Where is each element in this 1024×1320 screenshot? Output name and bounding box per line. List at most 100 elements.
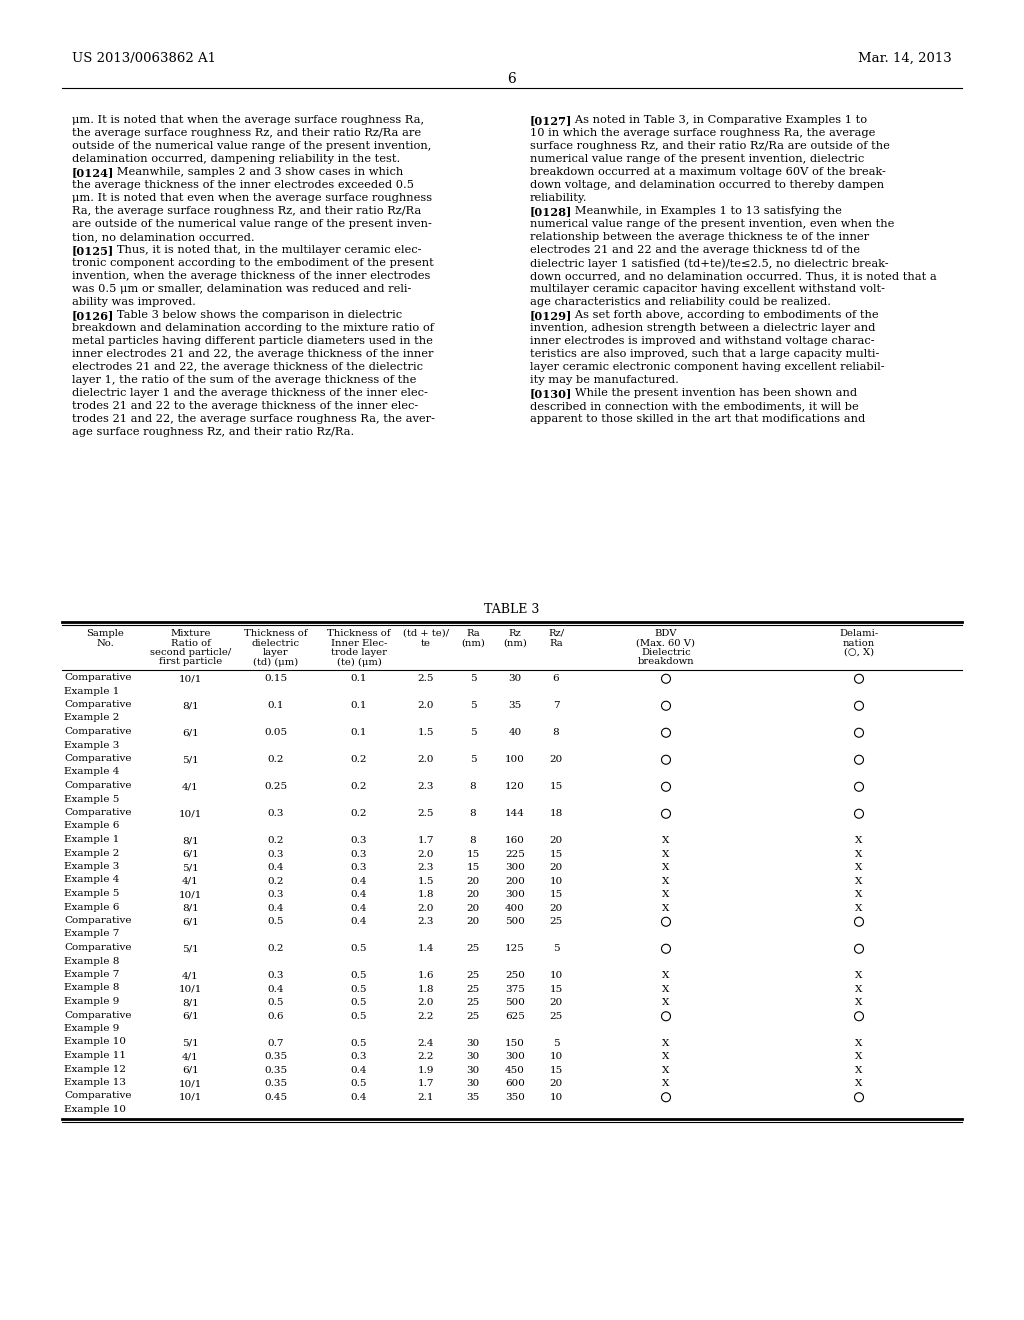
Text: 0.4: 0.4 [351,1093,368,1102]
Text: breakdown: breakdown [638,657,694,667]
Text: 225: 225 [505,850,525,859]
Text: 350: 350 [505,1093,525,1102]
Text: 0.25: 0.25 [264,783,287,791]
Text: 5/1: 5/1 [182,863,199,873]
Text: 600: 600 [505,1080,525,1088]
Text: the average surface roughness Rz, and their ratio Rz/Ra are: the average surface roughness Rz, and th… [72,128,421,139]
Text: numerical value range of the present invention, dielectric: numerical value range of the present inv… [530,154,864,164]
Text: μm. It is noted that even when the average surface roughness: μm. It is noted that even when the avera… [72,193,432,203]
Text: 6: 6 [553,675,559,684]
Text: 0.35: 0.35 [264,1080,287,1088]
Text: 15: 15 [549,985,562,994]
Text: X: X [855,1080,862,1088]
Text: 0.4: 0.4 [267,985,284,994]
Text: ability was improved.: ability was improved. [72,297,196,308]
Text: Comparative: Comparative [63,1011,131,1019]
Text: 8: 8 [470,837,476,845]
Text: numerical value range of the present invention, even when the: numerical value range of the present inv… [530,219,894,228]
Text: (td) (μm): (td) (μm) [253,657,298,667]
Text: 0.4: 0.4 [267,863,284,873]
Text: 4/1: 4/1 [182,876,199,886]
Text: 1.7: 1.7 [418,837,434,845]
Text: 0.5: 0.5 [351,1039,368,1048]
Text: Thus, it is noted that, in the multilayer ceramic elec-: Thus, it is noted that, in the multilaye… [105,246,421,255]
Text: TABLE 3: TABLE 3 [484,603,540,616]
Text: [0124]: [0124] [72,168,115,178]
Text: 10/1: 10/1 [179,1093,202,1102]
Text: 160: 160 [505,837,525,845]
Text: trodes 21 and 22 to the average thickness of the inner elec-: trodes 21 and 22 to the average thicknes… [72,401,418,411]
Text: the average thickness of the inner electrodes exceeded 0.5: the average thickness of the inner elect… [72,180,414,190]
Text: layer ceramic electronic component having excellent reliabil-: layer ceramic electronic component havin… [530,362,885,372]
Text: 10: 10 [549,1052,562,1061]
Text: 1.9: 1.9 [418,1065,434,1074]
Text: 2.0: 2.0 [418,755,434,764]
Text: US 2013/0063862 A1: US 2013/0063862 A1 [72,51,216,65]
Text: Example 4: Example 4 [63,875,120,884]
Text: 15: 15 [466,863,479,873]
Text: apparent to those skilled in the art that modifications and: apparent to those skilled in the art tha… [530,414,865,424]
Text: X: X [855,1065,862,1074]
Text: 8: 8 [470,783,476,791]
Text: are outside of the numerical value range of the present inven-: are outside of the numerical value range… [72,219,432,228]
Text: 5: 5 [470,729,476,738]
Text: 25: 25 [466,985,479,994]
Text: 20: 20 [549,998,562,1007]
Text: X: X [855,985,862,994]
Text: first particle: first particle [159,657,222,667]
Text: X: X [663,1039,670,1048]
Text: Example 1: Example 1 [63,686,120,696]
Text: Example 6: Example 6 [63,821,120,830]
Text: μm. It is noted that when the average surface roughness Ra,: μm. It is noted that when the average su… [72,115,424,125]
Text: 0.5: 0.5 [267,917,284,927]
Text: 0.2: 0.2 [267,876,284,886]
Text: 0.4: 0.4 [351,917,368,927]
Text: 500: 500 [505,917,525,927]
Text: Example 8: Example 8 [63,983,120,993]
Text: 2.0: 2.0 [418,850,434,859]
Text: No.: No. [96,639,114,648]
Text: 35: 35 [508,701,521,710]
Text: 0.2: 0.2 [267,944,284,953]
Text: 0.35: 0.35 [264,1052,287,1061]
Text: Example 10: Example 10 [63,1105,126,1114]
Text: 6: 6 [508,73,516,86]
Text: 1.5: 1.5 [418,729,434,738]
Text: 6/1: 6/1 [182,850,199,859]
Text: X: X [855,863,862,873]
Text: trodes 21 and 22, the average surface roughness Ra, the aver-: trodes 21 and 22, the average surface ro… [72,414,435,424]
Text: multilayer ceramic capacitor having excellent withstand volt-: multilayer ceramic capacitor having exce… [530,284,885,294]
Text: te: te [421,639,431,648]
Text: Example 3: Example 3 [63,862,120,871]
Text: Comparative: Comparative [63,700,131,709]
Text: 0.4: 0.4 [351,1065,368,1074]
Text: Comparative: Comparative [63,727,131,737]
Text: Example 3: Example 3 [63,741,120,750]
Text: 2.4: 2.4 [418,1039,434,1048]
Text: 5: 5 [470,701,476,710]
Text: 0.2: 0.2 [351,755,368,764]
Text: [0127]: [0127] [530,115,572,125]
Text: 0.3: 0.3 [351,850,368,859]
Text: 0.3: 0.3 [351,837,368,845]
Text: 10: 10 [549,1093,562,1102]
Text: 0.05: 0.05 [264,729,287,738]
Text: Example 13: Example 13 [63,1078,126,1086]
Text: relationship between the average thickness te of the inner: relationship between the average thickne… [530,232,869,242]
Text: invention, when the average thickness of the inner electrodes: invention, when the average thickness of… [72,271,430,281]
Text: Meanwhile, in Examples 1 to 13 satisfying the: Meanwhile, in Examples 1 to 13 satisfyin… [563,206,842,216]
Text: X: X [663,890,670,899]
Text: 2.0: 2.0 [418,904,434,912]
Text: 0.2: 0.2 [267,837,284,845]
Text: 0.6: 0.6 [267,1011,284,1020]
Text: X: X [855,904,862,912]
Text: 15: 15 [549,890,562,899]
Text: X: X [663,998,670,1007]
Text: 20: 20 [466,876,479,886]
Text: 6/1: 6/1 [182,1011,199,1020]
Text: X: X [663,985,670,994]
Text: 0.35: 0.35 [264,1065,287,1074]
Text: tronic component according to the embodiment of the present: tronic component according to the embodi… [72,257,434,268]
Text: 20: 20 [549,863,562,873]
Text: Dielectric: Dielectric [641,648,691,657]
